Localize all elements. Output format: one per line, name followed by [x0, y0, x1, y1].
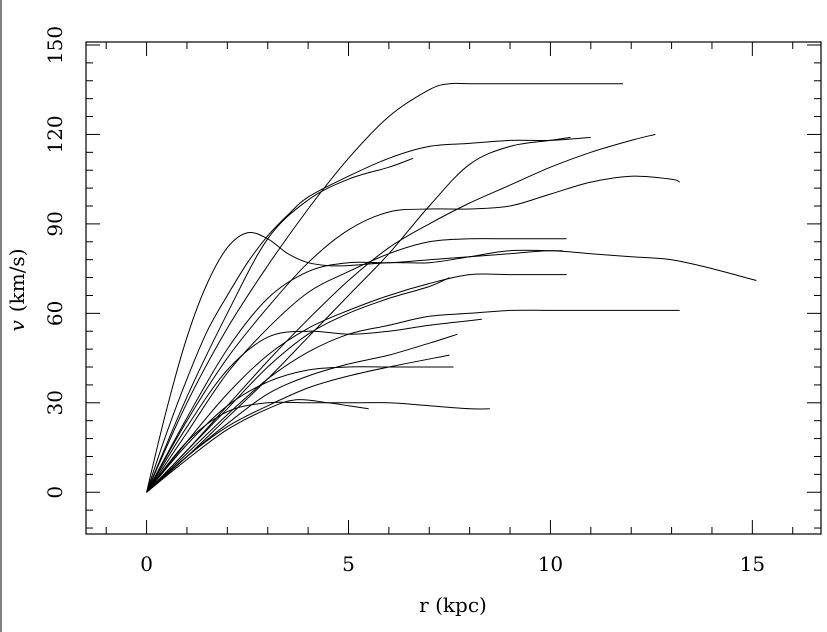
rotation-curve-11 — [146, 277, 450, 493]
y-tick-label: 120 — [43, 115, 67, 153]
x-tick-label: 0 — [140, 552, 153, 576]
rotation-curve-3 — [146, 157, 414, 493]
rotation-curve-7 — [146, 175, 680, 493]
y-axis-unit: (km/s) — [5, 248, 29, 312]
rotation-curve-18 — [146, 354, 450, 493]
rotation-curve-12 — [146, 309, 680, 493]
y-axis-label: v (km/s) — [5, 248, 29, 331]
rotation-curve-15 — [146, 366, 454, 493]
x-tick-label: 15 — [740, 552, 765, 576]
y-axis-symbol: v — [5, 320, 29, 332]
x-tick-label: 10 — [538, 552, 563, 576]
y-tick-label: 60 — [43, 301, 67, 326]
rotation-curve-1 — [146, 82, 624, 493]
rotation-curve-8 — [146, 136, 571, 493]
rotation-curves — [146, 82, 757, 493]
axis-ticks — [86, 42, 821, 534]
rotation-curve-17 — [146, 399, 369, 493]
y-tick-label: 0 — [43, 486, 67, 499]
rotation-curve-9 — [146, 238, 567, 493]
rotation-curve-4 — [146, 231, 563, 493]
rotation-curve-14 — [146, 333, 458, 493]
rotation-curve-2 — [146, 136, 591, 493]
rotation-curve-10 — [146, 273, 567, 493]
y-tick-label: 90 — [43, 211, 67, 236]
rotation-curve-6 — [146, 133, 656, 493]
y-tick-label: 150 — [43, 26, 67, 64]
plot-frame — [85, 41, 822, 535]
x-tick-label: 5 — [342, 552, 355, 576]
rotation-curve-5 — [146, 250, 757, 493]
y-tick-label: 30 — [43, 390, 67, 415]
x-axis-label: r (kpc) — [419, 593, 487, 617]
rotation-curve-13 — [146, 318, 482, 493]
